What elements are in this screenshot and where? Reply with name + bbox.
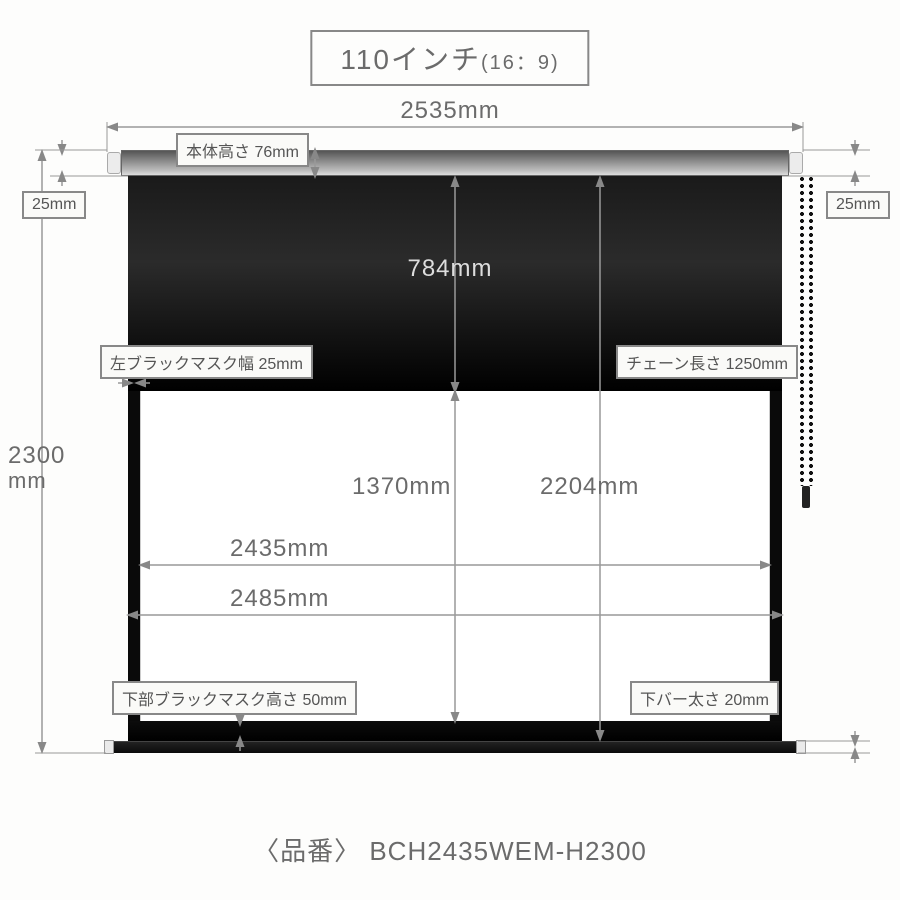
bottom-bar	[112, 741, 798, 753]
dim-top-mask-height: 784mm	[407, 255, 492, 283]
chain-strand-2	[808, 176, 814, 486]
bar-cap-right	[796, 740, 806, 754]
dim-total-height: 2300 mm	[8, 443, 65, 493]
housing-cap-left	[107, 152, 121, 174]
label-bracket-right: 25mm	[826, 191, 890, 219]
dim-screen-width: 2435mm	[230, 535, 329, 563]
chain-end	[802, 486, 810, 508]
dim-drop-height: 2204mm	[540, 473, 639, 501]
chain-strand-1	[799, 176, 805, 486]
label-bracket-left: 25mm	[22, 191, 86, 219]
bar-cap-left	[104, 740, 114, 754]
dim-total-height-unit: mm	[8, 468, 47, 493]
title-size: 110インチ	[340, 44, 481, 75]
dim-mask-outer-width: 2485mm	[230, 585, 329, 613]
label-housing-height: 本体高さ 76mm	[176, 133, 309, 167]
label-chain-length: チェーン長さ 1250mm	[616, 345, 798, 379]
dim-total-height-val: 2300	[8, 442, 65, 469]
label-left-mask-width: 左ブラックマスク幅 25mm	[100, 345, 313, 379]
product-number-value: BCH2435WEM-H2300	[369, 836, 647, 866]
label-bottom-bar-thickness: 下バー太さ 20mm	[630, 681, 779, 715]
diagram: 2535mm 本体高さ 76mm 25mm 25mm 784mm 左ブラックマス…	[0, 95, 900, 805]
black-mask-bottom	[128, 721, 782, 741]
housing-cap-right	[789, 152, 803, 174]
dim-total-width: 2535mm	[400, 97, 499, 125]
dim-screen-height: 1370mm	[352, 473, 451, 501]
label-bottom-mask-height: 下部ブラックマスク高さ 50mm	[112, 681, 357, 715]
product-number: 〈品番〉 BCH2435WEM-H2300	[253, 831, 647, 868]
product-number-label: 〈品番〉	[253, 836, 361, 866]
title-box: 110インチ(16：9)	[310, 30, 589, 86]
title-ratio: (16：9)	[481, 52, 560, 74]
